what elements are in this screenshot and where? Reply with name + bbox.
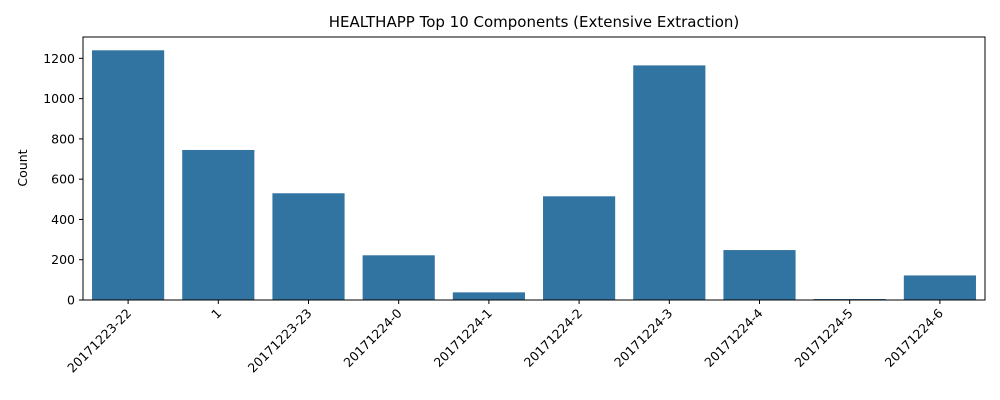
y-axis-label: Count	[15, 149, 30, 186]
y-tick-label: 1200	[43, 51, 75, 66]
bar-20171223-23	[272, 193, 345, 300]
y-tick-label: 0	[67, 293, 75, 308]
x-tick-label: 20171224-4	[701, 305, 765, 369]
x-tick-label: 20171224-6	[882, 305, 946, 369]
bar-20171224-3	[633, 65, 706, 300]
bar-20171224-1	[452, 292, 525, 300]
bar-1	[182, 149, 255, 300]
bar-20171224-0	[362, 255, 435, 300]
bar-20171223-22	[92, 50, 165, 300]
bars-group	[92, 50, 976, 300]
x-tick-label: 20171224-0	[340, 305, 404, 369]
bar-20171224-6	[903, 275, 976, 300]
y-tick-label: 400	[51, 212, 75, 227]
x-tick-label: 20171224-1	[431, 306, 495, 370]
y-tick-label: 800	[51, 131, 75, 146]
y-axis-ticks: 0 200 400 600 800 1000 1200	[43, 51, 83, 308]
y-tick-label: 1000	[43, 91, 75, 106]
plot-frame	[82, 36, 986, 301]
bar-20171224-4	[723, 250, 796, 300]
bar-20171224-5	[813, 298, 886, 300]
x-tick-label: 20171224-5	[791, 306, 855, 370]
x-tick-label: 20171223-22	[64, 306, 134, 376]
bar-20171224-2	[543, 196, 616, 300]
y-tick-label: 200	[51, 252, 75, 267]
x-tick-label: 1	[208, 306, 224, 322]
chart-title: HEALTHAPP Top 10 Components (Extensive E…	[329, 13, 740, 31]
x-axis-ticks: 20171223-22 1 20171223-23 20171224-0 2017122…	[64, 300, 946, 376]
x-tick-label: 20171223-23	[245, 306, 315, 376]
x-tick-label: 20171224-2	[521, 306, 585, 370]
x-tick-label: 20171224-3	[611, 306, 675, 370]
y-tick-label: 600	[51, 172, 75, 187]
